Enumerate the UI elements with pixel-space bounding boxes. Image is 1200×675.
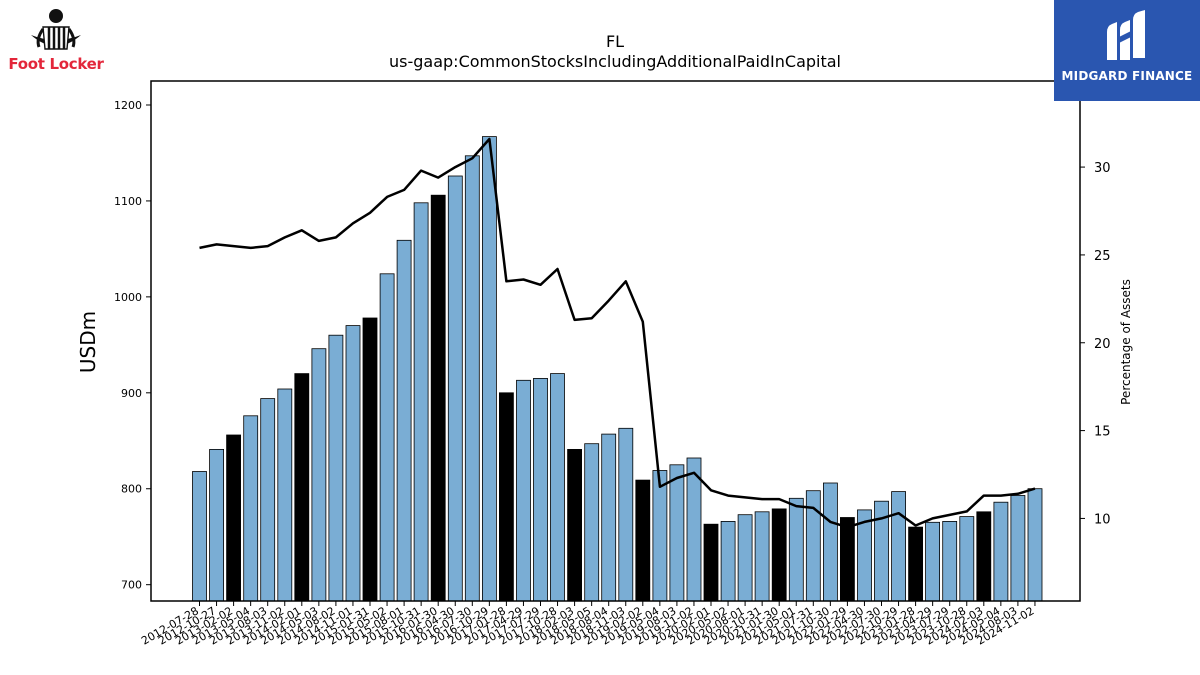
bar [1027,488,1043,602]
bar [754,511,770,602]
bar [447,175,463,602]
axes: 70080090010001100120010152025302012-07-2… [114,80,1111,648]
bar [959,516,975,602]
y-tick-label: 900 [121,387,142,400]
y2-tick-label: 25 [1094,249,1111,264]
bar [430,194,446,602]
y-tick-label: 800 [121,483,142,496]
bar [976,511,992,602]
midgard-mark-icon [1107,10,1145,60]
percentage-line [199,137,1036,529]
bar [652,470,668,602]
foot-locker-logo: Foot Locker [3,5,109,73]
bar [925,521,940,602]
bar [993,501,1009,602]
bar-series [192,136,1043,602]
bar [379,273,395,602]
y-tick-label: 1200 [114,99,142,112]
bar [209,448,225,602]
y2-axis-label: Percentage of Assets [1119,279,1133,405]
chart-subtitle: us-gaap:CommonStocksIncludingAdditionalP… [389,52,841,71]
y-tick-label: 1100 [114,195,142,208]
bar [243,415,259,602]
bar [635,479,651,602]
bar [550,373,565,602]
bar [481,136,497,602]
bar [328,334,344,602]
midgard-finance-logo-text: MIDGARD FINANCE [1061,69,1193,83]
bar [737,514,753,602]
referee-icon [31,9,81,50]
bar [942,521,958,602]
bar [362,317,378,602]
bar [413,202,429,602]
plot-frame [150,80,1081,602]
y-tick-label: 1000 [114,291,142,304]
foot-locker-logo-text: Foot Locker [8,55,104,73]
bar [703,523,719,602]
bar [720,521,736,602]
bar [891,491,906,602]
bar [669,464,685,602]
bar [601,433,617,602]
bar [618,427,634,602]
bar [908,526,923,602]
bar [260,398,276,602]
bar [345,325,361,602]
chart-title: FL [605,32,625,51]
y2-tick-label: 20 [1094,337,1111,352]
bar [584,443,600,602]
bar [516,379,531,602]
bar [294,373,310,602]
bar [226,434,242,602]
y2-tick-label: 15 [1094,425,1111,440]
y-tick-label: 700 [121,579,142,592]
line-series [199,137,1036,529]
bar [464,155,480,602]
bar [311,348,327,602]
bar [396,239,412,602]
y2-tick-label: 10 [1094,512,1111,527]
bar [823,482,838,602]
midgard-finance-logo: MIDGARD FINANCE [1054,0,1200,101]
bar [1010,495,1026,602]
bar [771,508,787,602]
bar [498,392,514,602]
bar [192,471,207,602]
y2-tick-label: 30 [1094,161,1111,176]
bar [533,377,548,602]
bar [788,497,804,602]
bar [567,448,582,602]
bar [840,517,855,602]
bar [277,388,293,602]
y-axis-label: USDm [76,311,100,373]
